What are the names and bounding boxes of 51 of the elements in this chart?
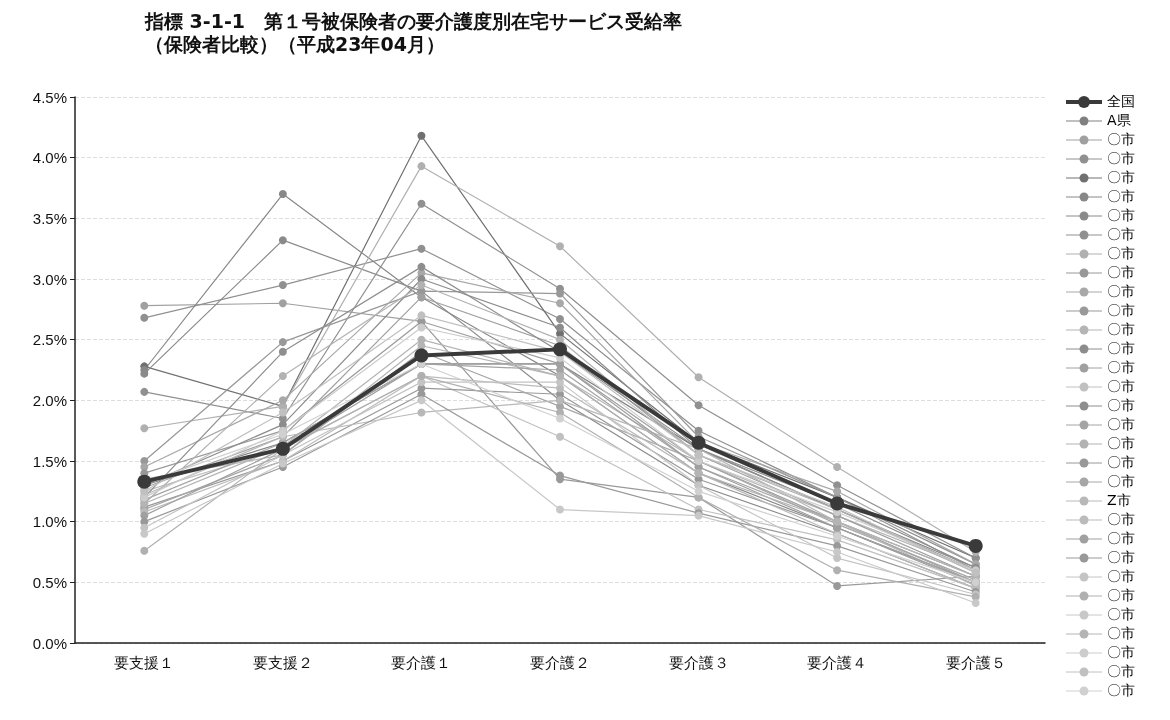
y-tick-label: 3.5%	[32, 209, 67, 227]
chart-subtitle: （保険者比較）（平成23年04月）	[145, 32, 445, 55]
x-tick-label: 要介護３	[668, 654, 729, 671]
y-tick-label: 4.0%	[32, 149, 67, 167]
legend-label: 〇市	[1107, 434, 1135, 453]
legend-label: 〇市	[1107, 377, 1135, 396]
legend-label: 〇市	[1107, 624, 1135, 643]
legend-label: 〇市	[1107, 548, 1135, 567]
legend-label: 〇市	[1107, 396, 1135, 415]
legend-label: 〇市	[1107, 149, 1135, 168]
legend-label: 〇市	[1107, 358, 1135, 377]
x-tick-label: 要支援２	[252, 654, 313, 671]
legend-label: 〇市	[1107, 282, 1135, 301]
legend-label: 〇市	[1107, 187, 1135, 206]
x-tick-label: 要介護５	[945, 654, 1006, 671]
legend-label: 〇市	[1107, 472, 1135, 491]
y-tick-label: 0.5%	[32, 573, 67, 591]
x-tick-label: 要介護４	[807, 654, 868, 671]
legend-label: 〇市	[1107, 662, 1135, 681]
y-tick-label: 2.0%	[32, 391, 67, 409]
legend-label: 〇市	[1107, 605, 1135, 624]
legend-label: 〇市	[1107, 168, 1135, 187]
legend-label: 〇市	[1107, 206, 1135, 225]
legend-label: Z市	[1107, 491, 1131, 510]
legend-label: 〇市	[1107, 244, 1135, 263]
legend-label: 〇市	[1107, 339, 1135, 358]
legend-label: 〇市	[1107, 586, 1135, 605]
legend-label: 〇市	[1107, 225, 1135, 244]
legend-label: A県	[1107, 111, 1131, 130]
legend-label: 〇市	[1107, 415, 1135, 434]
legend-label: 〇市	[1107, 130, 1135, 149]
legend-label: 〇市	[1107, 643, 1135, 662]
x-tick-label: 要介護２	[530, 654, 590, 671]
y-tick-label: 4.5%	[32, 88, 67, 106]
legend-label: 〇市	[1107, 301, 1135, 320]
y-tick-label: 3.0%	[32, 270, 67, 288]
legend-label: 〇市	[1107, 529, 1135, 548]
x-tick-label: 要支援１	[114, 654, 175, 671]
legend-label: 〇市	[1107, 453, 1135, 472]
chart-title: 指標 3-1-1 第１号被保険者の要介護度別在宅サービス受給率	[144, 9, 683, 32]
y-tick-label: 2.5%	[32, 331, 67, 349]
legend-label: 〇市	[1107, 510, 1135, 529]
legend-label: 全国	[1107, 92, 1135, 111]
y-tick-label: 1.5%	[32, 452, 67, 470]
legend-label: 〇市	[1107, 681, 1135, 700]
y-tick-label: 0.0%	[32, 634, 67, 652]
legend-label: 〇市	[1107, 263, 1135, 282]
x-tick-label: 要介護１	[391, 654, 452, 671]
y-tick-label: 1.0%	[32, 513, 67, 531]
legend-label: 〇市	[1107, 320, 1135, 339]
legend-label: 〇市	[1107, 567, 1135, 586]
